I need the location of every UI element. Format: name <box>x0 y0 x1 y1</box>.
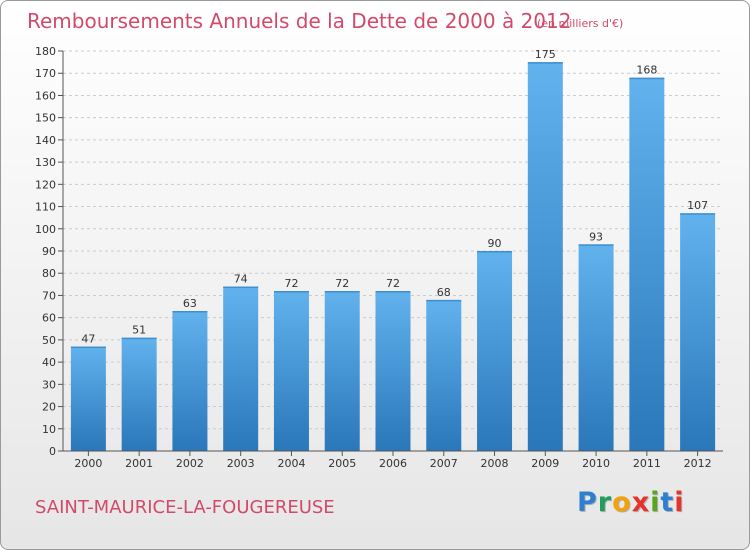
y-tick-label: 100 <box>35 223 56 236</box>
logo-letter: t <box>660 487 675 518</box>
x-tick-label: 2010 <box>582 457 610 470</box>
bar <box>578 244 614 451</box>
y-tick-label: 60 <box>42 312 56 325</box>
bar <box>426 299 462 451</box>
x-tick-label: 2007 <box>430 457 458 470</box>
bar <box>629 77 665 452</box>
logo-letter: i <box>650 487 661 518</box>
bar <box>223 286 259 451</box>
bar-top-edge <box>426 299 462 302</box>
logo-letter: i <box>674 487 685 518</box>
bar-top-edge <box>680 213 716 215</box>
data-label: 47 <box>81 333 95 346</box>
bar-top-edge <box>477 251 513 253</box>
data-label: 72 <box>284 277 298 290</box>
y-tick-label: 0 <box>49 445 56 458</box>
bar-top-edge <box>70 346 106 349</box>
x-tick-label: 2012 <box>684 457 712 470</box>
bar-top-edge <box>375 291 411 293</box>
city-name: SAINT-MAURICE-LA-FOUGEREUSE <box>35 497 335 518</box>
data-label: 107 <box>687 199 708 212</box>
data-label: 168 <box>636 64 657 77</box>
bar-top-edge <box>527 62 563 64</box>
data-label: 90 <box>488 237 502 250</box>
chart-title: Remboursements Annuels de la Dette de 20… <box>27 9 572 33</box>
y-tick-label: 80 <box>42 267 56 280</box>
bar-top-edge <box>121 337 157 340</box>
bar-top-edge <box>223 286 259 289</box>
bar-top-edge <box>172 311 208 313</box>
x-tick-label: 2011 <box>633 457 661 470</box>
y-tick-label: 50 <box>42 334 56 347</box>
logo-letter: P <box>577 487 598 518</box>
y-tick-label: 40 <box>42 356 56 369</box>
logo-letter: o <box>612 487 632 518</box>
x-tick-label: 2004 <box>277 457 305 470</box>
y-tick-label: 90 <box>42 245 56 258</box>
bar <box>273 291 309 451</box>
bar <box>70 346 106 451</box>
bar <box>680 213 716 451</box>
bars-layer: 47 51 63 74 72 72 72 68 90 175 93 168 107 <box>70 48 716 452</box>
y-tick-label: 150 <box>35 112 56 125</box>
y-tick-label: 130 <box>35 156 56 169</box>
logo-letter: r <box>597 487 613 518</box>
bar-top-edge <box>273 291 309 293</box>
axis-layer: 0 10 20 30 40 50 60 70 80 90 100 110 120 130 140 150 160… <box>35 45 723 470</box>
bar <box>477 251 513 451</box>
x-tick-label: 2006 <box>379 457 407 470</box>
y-tick-label: 180 <box>35 45 56 58</box>
data-label: 72 <box>335 277 349 290</box>
data-label: 72 <box>386 277 400 290</box>
bar <box>121 337 157 451</box>
data-label: 68 <box>437 286 451 299</box>
x-tick-label: 2008 <box>481 457 509 470</box>
data-label: 175 <box>535 48 556 61</box>
data-label: 63 <box>183 297 197 310</box>
logo-letter: x <box>631 487 651 518</box>
data-label: 93 <box>589 230 603 243</box>
bar-top-edge <box>324 291 360 293</box>
y-tick-label: 10 <box>42 423 56 436</box>
y-tick-label: 20 <box>42 401 56 414</box>
bar <box>172 311 208 451</box>
bar-top-edge <box>629 77 665 80</box>
bar <box>324 291 360 451</box>
x-tick-label: 2009 <box>531 457 559 470</box>
bar <box>527 62 563 451</box>
proxiti-logo: Proxiti <box>577 487 685 518</box>
x-tick-label: 2002 <box>176 457 204 470</box>
x-tick-label: 2005 <box>328 457 356 470</box>
y-tick-label: 120 <box>35 178 56 191</box>
chart-subtitle: (en milliers d'€) <box>537 17 624 30</box>
y-tick-label: 160 <box>35 89 56 102</box>
y-tick-label: 30 <box>42 378 56 391</box>
bar-top-edge <box>578 244 614 246</box>
y-tick-label: 70 <box>42 289 56 302</box>
data-label: 51 <box>132 324 146 337</box>
x-tick-label: 2000 <box>74 457 102 470</box>
y-tick-label: 110 <box>35 201 56 214</box>
x-tick-label: 2003 <box>227 457 255 470</box>
data-label: 74 <box>234 273 248 286</box>
y-tick-label: 170 <box>35 67 56 80</box>
y-tick-label: 140 <box>35 134 56 147</box>
x-tick-label: 2001 <box>125 457 153 470</box>
bar <box>375 291 411 451</box>
